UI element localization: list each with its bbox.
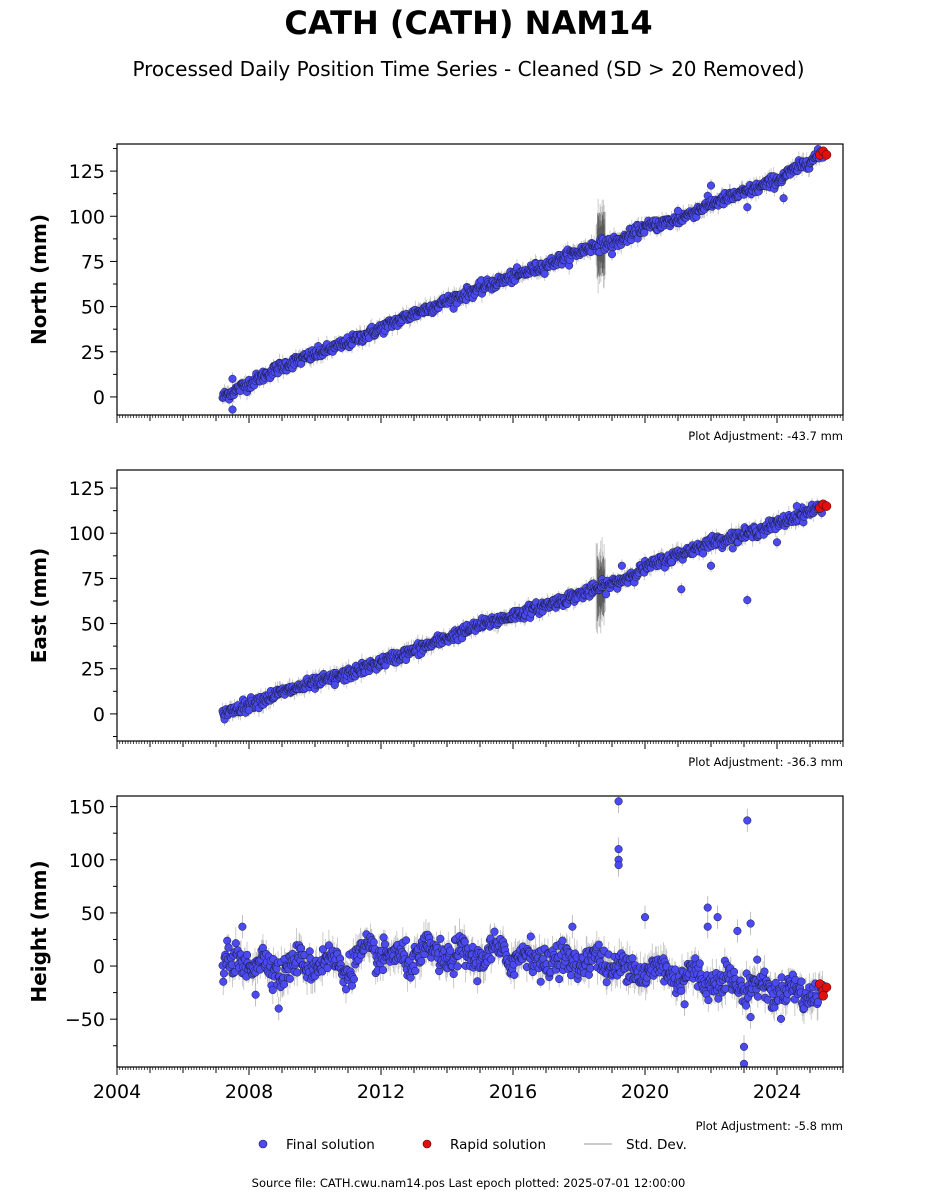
final-outlier-point: [677, 585, 686, 594]
y-tick-label: 0: [93, 704, 105, 726]
panel-1: 0 25 50 75 100 125 North (mm) Plot Adjustment: …: [27, 143, 844, 443]
final-point: [699, 549, 708, 558]
panel-2: 0 25 50 75 100 125 East (mm) Plot Adjustment: -…: [27, 469, 844, 769]
axes-frame: [116, 469, 844, 742]
final-point: [640, 228, 649, 237]
plot-adjustment-note: Plot Adjustment: -43.7 mm: [688, 429, 843, 443]
final-outlier-point: [772, 538, 782, 547]
final-outlier-point: [706, 561, 716, 570]
chart-title: CATH (CATH) NAM14: [284, 4, 653, 42]
plot-area: [218, 144, 832, 415]
y-tick-label: 100: [69, 523, 105, 545]
final-outlier-point: [706, 181, 716, 190]
final-outlier-point: [743, 596, 752, 605]
final-outlier-point: [673, 206, 683, 215]
final-outlier-point: [607, 250, 617, 259]
final-outlier-point: [330, 680, 339, 690]
final-outlier-point: [244, 706, 254, 715]
final-point: [728, 544, 737, 553]
final-point: [602, 590, 611, 599]
plot-adjustment-note: Plot Adjustment: -36.3 mm: [688, 755, 843, 769]
y-axis-label: North (mm): [27, 214, 51, 345]
y-tick-label: 75: [81, 251, 105, 273]
y-tick-label: 75: [81, 568, 105, 590]
y-tick-label: 125: [69, 161, 105, 183]
y-tick-label: 50: [81, 614, 105, 636]
y-tick-label: 100: [69, 206, 105, 228]
final-point: [540, 269, 549, 278]
plot-area: [218, 796, 832, 1067]
chart-subtitle: Processed Daily Position Time Series - C…: [132, 57, 805, 81]
final-solution-points: [218, 499, 828, 724]
final-outlier-point: [667, 558, 676, 567]
final-outlier-point: [228, 405, 237, 414]
plot-area: [218, 498, 832, 727]
y-tick-label: 25: [81, 342, 105, 364]
rapid-point: [821, 501, 832, 511]
y-tick-label: 25: [81, 659, 105, 681]
final-outlier-point: [228, 374, 237, 383]
final-outlier-point: [792, 502, 801, 511]
final-outlier-point: [617, 561, 626, 570]
y-tick-label: 125: [69, 478, 105, 500]
y-axis-label: East (mm): [27, 548, 51, 664]
final-outlier-point: [779, 194, 788, 203]
y-tick-label: 50: [81, 297, 105, 319]
rapid-solution-points: [815, 146, 832, 160]
final-solution-points: [218, 145, 828, 414]
final-outlier-point: [743, 203, 752, 212]
rapid-point: [821, 150, 832, 160]
rapid-solution-points: [815, 499, 832, 513]
y-tick-label: 0: [93, 387, 105, 409]
stddev-bars: [222, 796, 824, 1067]
